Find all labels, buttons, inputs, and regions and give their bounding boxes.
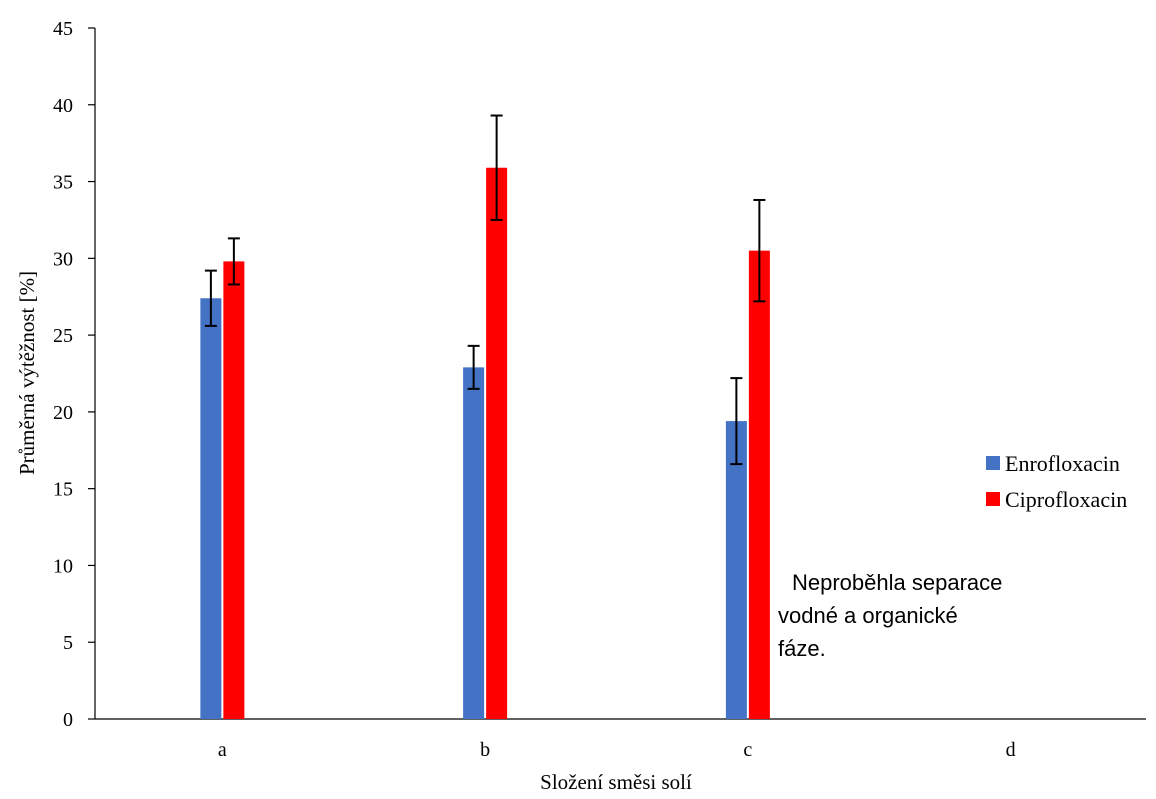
y-tick-label: 30 — [53, 248, 73, 270]
y-tick-label: 45 — [53, 18, 73, 40]
bar-ciprofloxacin-b — [486, 167, 508, 720]
bar-ciprofloxacin-a — [223, 261, 245, 719]
error-bar-ciprofloxacin-c — [753, 198, 766, 303]
legend-swatch-enrofloxacin — [986, 456, 1000, 470]
y-tick-label: 40 — [53, 95, 73, 117]
x-tick-label: c — [743, 739, 752, 761]
legend-label-enrofloxacin: Enrofloxacin — [1005, 451, 1120, 476]
y-tick-label: 5 — [63, 632, 73, 654]
x-tick-label: a — [218, 739, 227, 761]
x-tick-label: b — [480, 739, 490, 761]
y-tick-label: 15 — [53, 479, 73, 501]
legend-swatch-ciprofloxacin — [986, 492, 1000, 506]
x-axis-title: Složení směsi solí — [540, 770, 692, 794]
error-bar-ciprofloxacin-a — [227, 237, 240, 286]
y-tick-label: 20 — [53, 402, 73, 424]
error-bar-enrofloxacin-c — [730, 377, 743, 466]
y-tick-label: 10 — [53, 555, 73, 577]
bar-enrofloxacin-a — [200, 298, 222, 719]
legend: Enrofloxacin Ciprofloxacin — [986, 451, 1127, 512]
bar-enrofloxacin-c — [725, 421, 747, 719]
y-axis-ticks: 0 5 10 15 20 25 30 35 40 45 — [53, 18, 95, 731]
annotation-line-2: vodné a organické — [778, 603, 958, 628]
y-tick-label: 25 — [53, 325, 73, 347]
x-tick-label: d — [1006, 739, 1016, 761]
y-tick-label: 0 — [63, 709, 73, 731]
bars — [200, 167, 770, 720]
annotation-line-1: Neproběhla separace — [792, 570, 1002, 595]
error-bars — [204, 114, 766, 466]
legend-label-ciprofloxacin: Ciprofloxacin — [1005, 487, 1127, 512]
error-bar-ciprofloxacin-b — [490, 114, 503, 221]
error-bar-enrofloxacin-a — [204, 269, 217, 327]
x-axis-ticks: a b c d — [218, 739, 1016, 761]
bar-ciprofloxacin-c — [748, 250, 770, 719]
y-axis-title: Průměrná výtěžnost [%] — [15, 271, 39, 475]
y-tick-label: 35 — [53, 172, 73, 194]
annotation-line-3: fáze. — [778, 636, 826, 661]
bar-enrofloxacin-b — [463, 367, 485, 719]
error-bar-enrofloxacin-b — [467, 344, 480, 390]
